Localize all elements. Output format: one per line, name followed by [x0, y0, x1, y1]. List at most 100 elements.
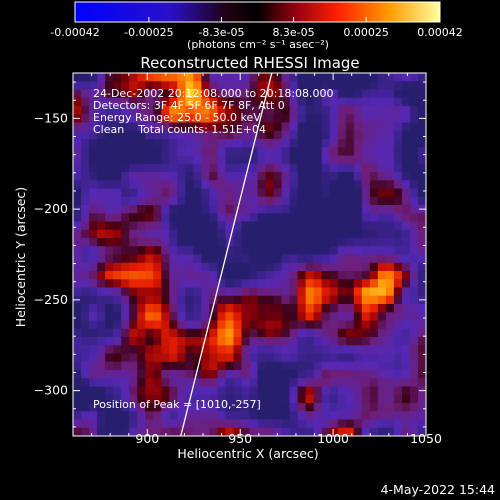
- heatmap-cell: [129, 328, 138, 338]
- heatmap-cell: [345, 155, 355, 165]
- heatmap-cell: [209, 386, 219, 396]
- heatmap-cell: [225, 196, 235, 206]
- heatmap-cell: [345, 411, 355, 421]
- heatmap-cell: [337, 172, 347, 181]
- heatmap-cell: [273, 205, 283, 214]
- heatmap-cell: [361, 130, 371, 140]
- heatmap-cell: [305, 172, 315, 181]
- heatmap-cell: [369, 163, 379, 173]
- heatmap-cell: [377, 188, 387, 198]
- heatmap-cell: [73, 304, 82, 313]
- heatmap-cell: [217, 213, 227, 223]
- heatmap-cell: [105, 254, 114, 264]
- heatmap-cell: [361, 353, 371, 363]
- heatmap-cell: [265, 386, 275, 396]
- heatmap-cell: [185, 81, 194, 91]
- heatmap-cell: [297, 246, 307, 256]
- heatmap-cell: [145, 196, 154, 206]
- heatmap-cell: [281, 304, 291, 313]
- heatmap-cell: [105, 279, 114, 289]
- heatmap-cell: [393, 188, 403, 198]
- heatmap-cell: [113, 287, 122, 297]
- heatmap-cell: [337, 188, 347, 198]
- heatmap-cell: [297, 213, 307, 223]
- heatmap-cell: [417, 196, 426, 206]
- heatmap-cell: [177, 188, 186, 198]
- heatmap-cell: [361, 411, 371, 421]
- heatmap-cell: [161, 287, 170, 297]
- heatmap-cell: [177, 155, 186, 165]
- heatmap-cell: [201, 312, 210, 322]
- heatmap-cell: [297, 73, 307, 82]
- heatmap-cell: [185, 279, 194, 289]
- heatmap-cell: [361, 386, 371, 396]
- heatmap-cell: [113, 73, 122, 82]
- heatmap-cell: [305, 287, 315, 297]
- heatmap-cell: [321, 147, 331, 157]
- heatmap-cell: [329, 89, 339, 99]
- heatmap-cell: [177, 130, 186, 140]
- heatmap-cell: [89, 97, 98, 107]
- heatmap-cell: [161, 163, 170, 173]
- heatmap-cell: [337, 279, 347, 289]
- heatmap-cell: [209, 172, 219, 181]
- heatmap-cell: [145, 106, 154, 115]
- heatmap-cell: [289, 403, 299, 412]
- heatmap-cell: [185, 361, 194, 371]
- heatmap-cell: [409, 394, 419, 404]
- heatmap-cell: [193, 370, 202, 379]
- heatmap-cell: [337, 378, 347, 388]
- heatmap-cell: [329, 221, 339, 231]
- heatmap-cell: [377, 427, 387, 436]
- heatmap-cell: [393, 353, 403, 363]
- heatmap-cell: [313, 287, 323, 297]
- heatmap-cell: [185, 188, 194, 198]
- heatmap-cell: [353, 370, 363, 379]
- heatmap-cell: [249, 180, 259, 190]
- heatmap-cell: [329, 180, 339, 190]
- heatmap-cell: [265, 81, 275, 91]
- heatmap-cell: [161, 106, 170, 115]
- heatmap-cell: [313, 221, 323, 231]
- heatmap-cell: [137, 163, 146, 173]
- heatmap-cell: [409, 328, 419, 338]
- heatmap-cell: [409, 114, 419, 124]
- heatmap-cell: [393, 139, 403, 148]
- heatmap-cell: [73, 238, 82, 247]
- heatmap-cell: [129, 320, 138, 330]
- heatmap-cell: [321, 287, 331, 297]
- heatmap-cell: [73, 97, 82, 107]
- heatmap-cell: [401, 114, 411, 124]
- heatmap-cell: [233, 172, 243, 181]
- heatmap-cell: [305, 271, 315, 280]
- heatmap-cell: [249, 337, 259, 346]
- heatmap-cell: [177, 370, 186, 379]
- colorbar-tick-label: -0.00042: [50, 26, 99, 39]
- heatmap-cell: [417, 304, 426, 313]
- heatmap-cell: [385, 89, 395, 99]
- heatmap-cell: [153, 328, 162, 338]
- heatmap-cell: [225, 370, 235, 379]
- heatmap-cell: [177, 287, 186, 297]
- heatmap-cell: [273, 97, 283, 107]
- heatmap-cell: [129, 205, 138, 214]
- heatmap-cell: [385, 180, 395, 190]
- heatmap-cell: [137, 254, 146, 264]
- heatmap-cell: [113, 328, 122, 338]
- heatmap-cell: [289, 361, 299, 371]
- heatmap-cell: [401, 221, 411, 231]
- heatmap-cell: [377, 312, 387, 322]
- heatmap-cell: [73, 287, 82, 297]
- heatmap-cell: [353, 328, 363, 338]
- heatmap-cell: [225, 229, 235, 239]
- heatmap-cell: [121, 221, 130, 231]
- x-tick-label: 1050: [410, 431, 442, 446]
- heatmap-cell: [233, 81, 243, 91]
- heatmap-cell: [233, 221, 243, 231]
- heatmap-cell: [417, 163, 426, 173]
- heatmap-cell: [81, 81, 90, 91]
- heatmap-cell: [377, 196, 387, 206]
- heatmap-cell: [97, 361, 106, 371]
- heatmap-cell: [337, 163, 347, 173]
- heatmap-cell: [89, 89, 98, 99]
